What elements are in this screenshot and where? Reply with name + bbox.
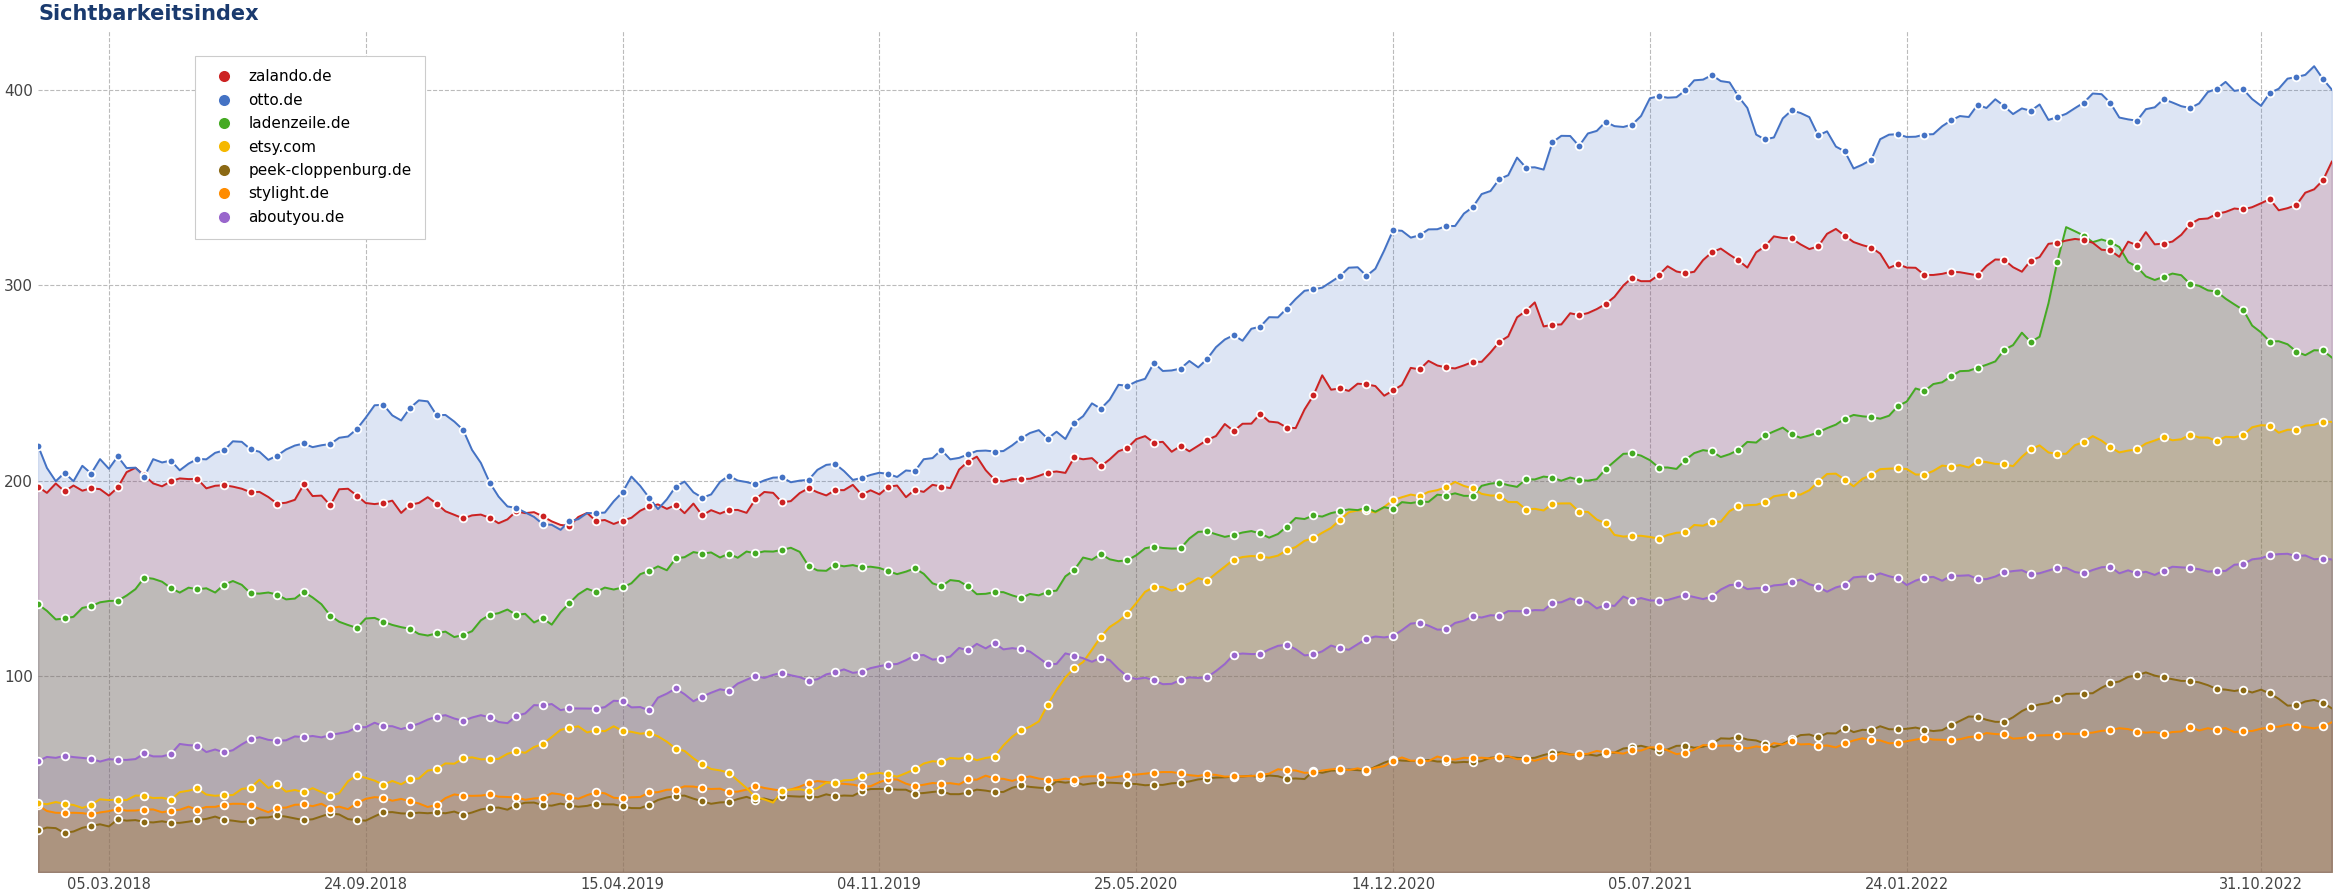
- Legend: zalando.de, otto.de, ladenzeile.de, etsy.com, peek-cloppenburg.de, stylight.de, : zalando.de, otto.de, ladenzeile.de, etsy…: [194, 56, 425, 238]
- Text: Sichtbarkeitsindex: Sichtbarkeitsindex: [37, 4, 259, 24]
